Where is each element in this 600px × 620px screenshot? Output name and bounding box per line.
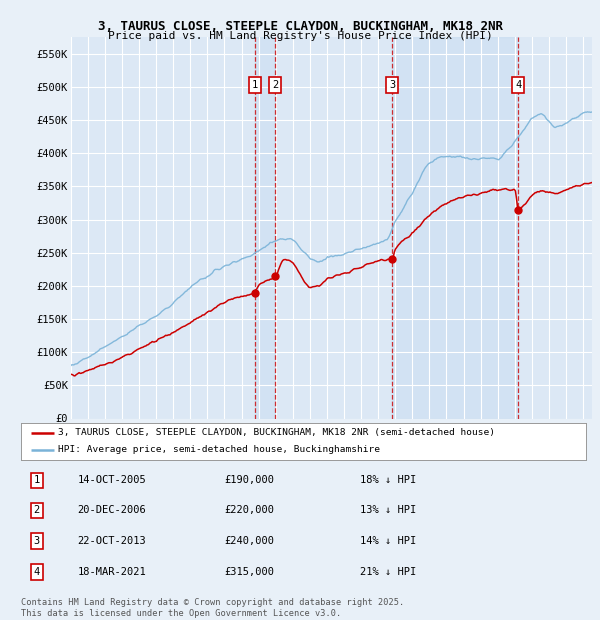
Text: 18% ↓ HPI: 18% ↓ HPI <box>360 476 416 485</box>
Text: 20-DEC-2006: 20-DEC-2006 <box>77 505 146 515</box>
Text: 3, TAURUS CLOSE, STEEPLE CLAYDON, BUCKINGHAM, MK18 2NR: 3, TAURUS CLOSE, STEEPLE CLAYDON, BUCKIN… <box>97 20 503 33</box>
Bar <box>255 37 275 418</box>
Text: 2: 2 <box>272 80 278 90</box>
Text: 22-OCT-2013: 22-OCT-2013 <box>77 536 146 546</box>
Text: 3: 3 <box>389 80 395 90</box>
Text: 2: 2 <box>34 505 40 515</box>
Text: HPI: Average price, semi-detached house, Buckinghamshire: HPI: Average price, semi-detached house,… <box>58 446 380 454</box>
Text: £220,000: £220,000 <box>224 505 274 515</box>
Bar <box>392 37 518 418</box>
Text: £190,000: £190,000 <box>224 476 274 485</box>
Text: 13% ↓ HPI: 13% ↓ HPI <box>360 505 416 515</box>
Text: £240,000: £240,000 <box>224 536 274 546</box>
Text: 4: 4 <box>515 80 521 90</box>
Text: 4: 4 <box>34 567 40 577</box>
Text: 1: 1 <box>252 80 258 90</box>
Text: Contains HM Land Registry data © Crown copyright and database right 2025.
This d: Contains HM Land Registry data © Crown c… <box>21 598 404 618</box>
Text: Price paid vs. HM Land Registry's House Price Index (HPI): Price paid vs. HM Land Registry's House … <box>107 31 493 41</box>
Text: 14% ↓ HPI: 14% ↓ HPI <box>360 536 416 546</box>
Text: 18-MAR-2021: 18-MAR-2021 <box>77 567 146 577</box>
Text: 14-OCT-2005: 14-OCT-2005 <box>77 476 146 485</box>
Text: 3: 3 <box>34 536 40 546</box>
Text: 3, TAURUS CLOSE, STEEPLE CLAYDON, BUCKINGHAM, MK18 2NR (semi-detached house): 3, TAURUS CLOSE, STEEPLE CLAYDON, BUCKIN… <box>58 428 495 437</box>
Text: £315,000: £315,000 <box>224 567 274 577</box>
Text: 1: 1 <box>34 476 40 485</box>
Text: 21% ↓ HPI: 21% ↓ HPI <box>360 567 416 577</box>
